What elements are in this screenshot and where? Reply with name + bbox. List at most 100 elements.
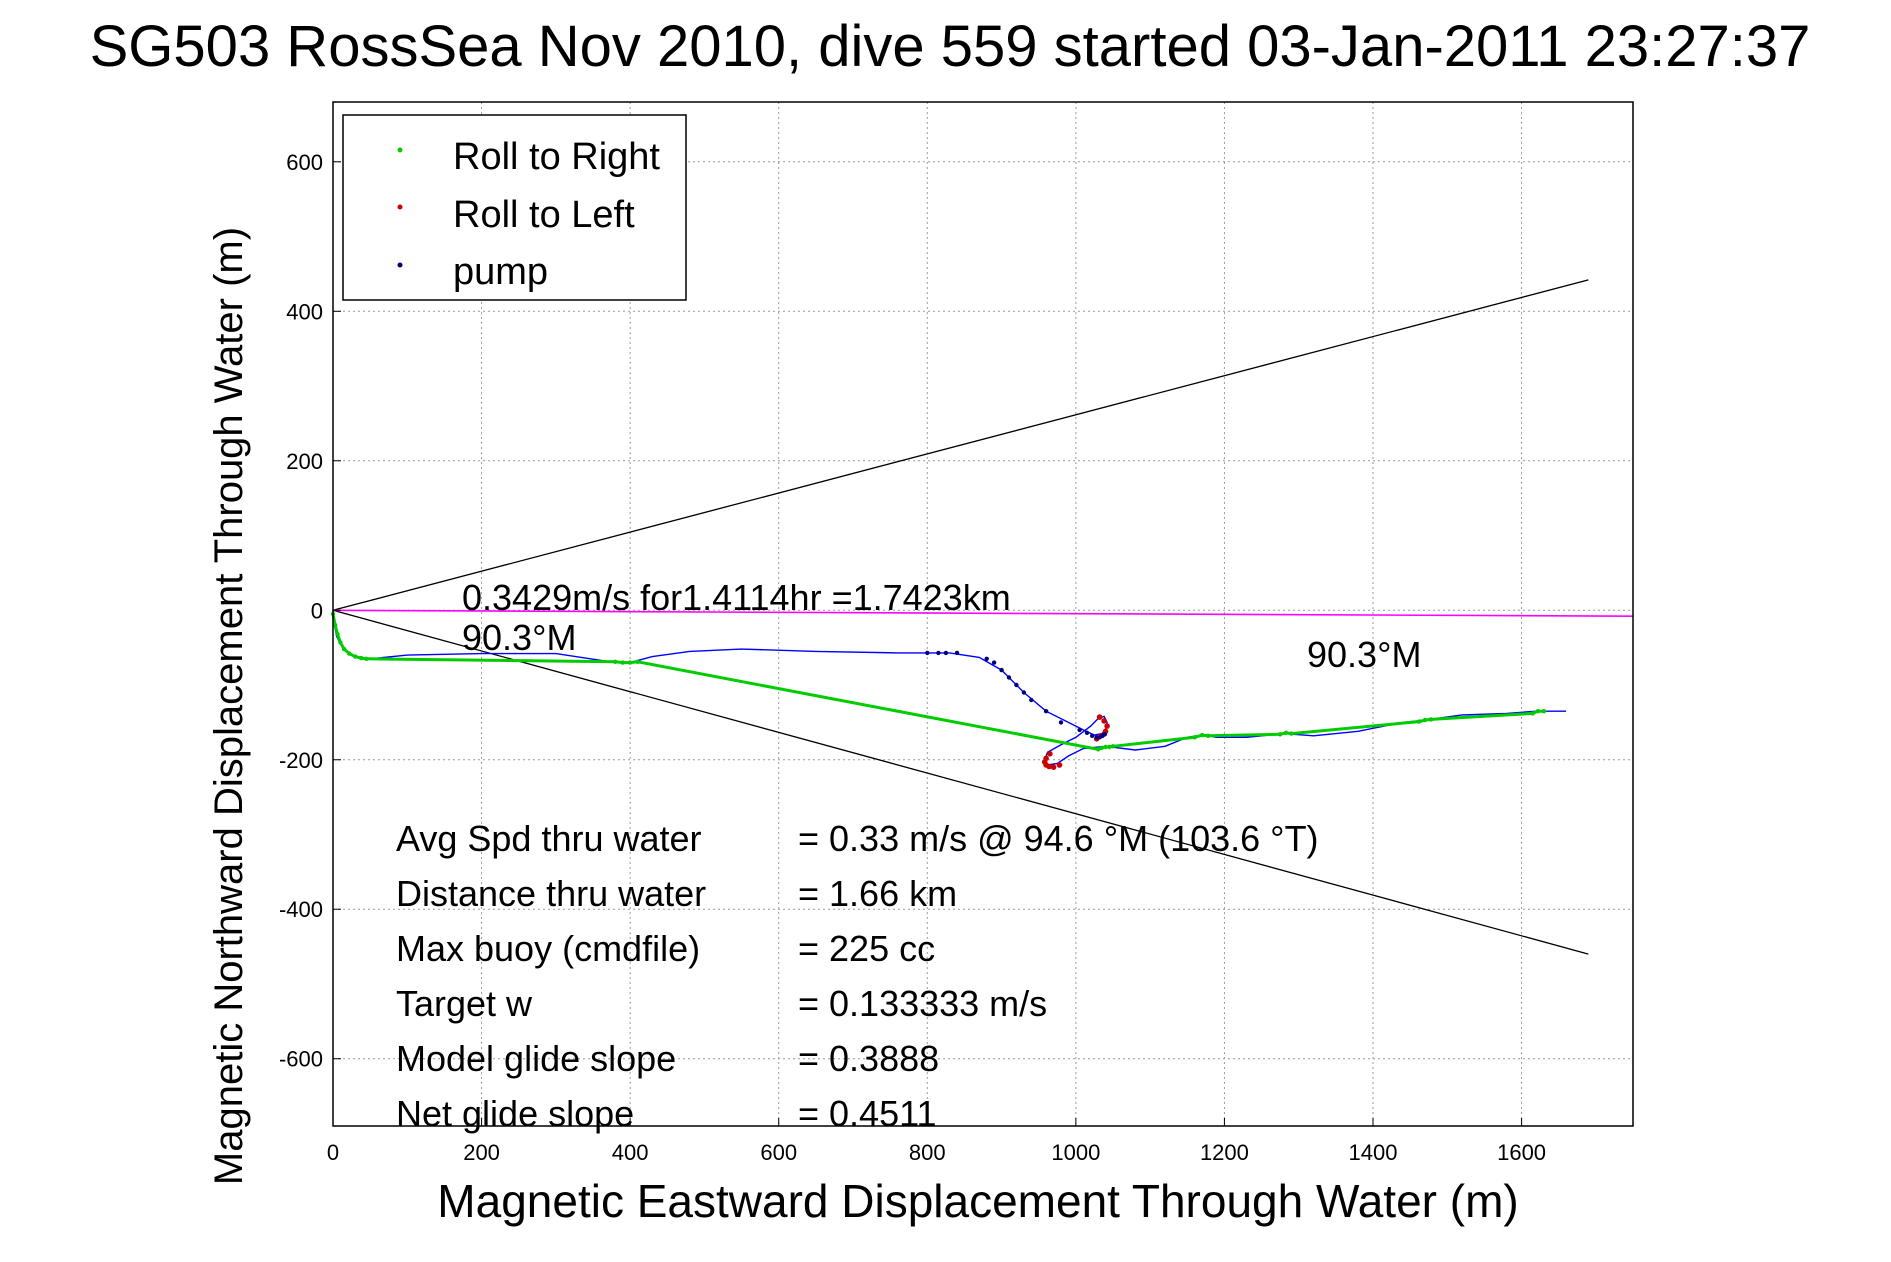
series-roll-to-right-point: [635, 659, 640, 664]
legend-marker-roll-right: [397, 147, 403, 153]
series-roll-to-right-point: [1192, 735, 1197, 740]
legend-marker-roll-left: [397, 204, 403, 210]
series-roll-to-right-point: [1283, 730, 1289, 735]
x-tick-label: 400: [612, 1140, 649, 1165]
series-pump-point: [1029, 697, 1034, 703]
series-roll-to-right-point: [353, 654, 358, 659]
stat-value: = 0.3888: [798, 1038, 939, 1079]
series-pump-point: [1102, 732, 1108, 737]
series-roll-to-right-point: [1099, 745, 1105, 750]
series-roll-to-left-point: [1096, 714, 1103, 720]
y-tick-label: -400: [279, 897, 323, 922]
series-roll-to-left-point: [1101, 718, 1107, 724]
x-tick-label: 1600: [1497, 1140, 1546, 1165]
series-roll-to-right-point: [627, 660, 633, 665]
stat-label: Max buoy (cmdfile): [396, 928, 700, 969]
series-roll-to-right-point: [335, 632, 340, 637]
plot-frame: [332, 101, 1634, 1127]
series-roll-to-left-point: [1047, 751, 1053, 757]
legend-label-roll-left: Roll to Left: [453, 194, 635, 236]
y-axis-label: Magnetic Northward Displacement Through …: [207, 227, 251, 1185]
series-pump-point: [1077, 727, 1082, 733]
series-roll-to-right-point: [347, 651, 352, 656]
stat-label: Model glide slope: [396, 1038, 676, 1079]
heading-right-annotation: 90.3°M: [1307, 634, 1421, 675]
series-roll-to-right-point: [359, 655, 364, 661]
series-pump-point: [1090, 733, 1095, 738]
series-roll-to-right-point: [1289, 731, 1294, 736]
series-roll-to-right-point: [1107, 744, 1112, 750]
series-roll-to-left-point: [1046, 763, 1052, 770]
series-current-line: [332, 609, 1634, 618]
series-pump-point: [1043, 709, 1049, 714]
x-tick-label: 200: [463, 1140, 500, 1165]
legend-label-pump: pump: [453, 251, 548, 293]
y-tick-label: 0: [311, 598, 323, 623]
series-roll-to-right-point: [1199, 732, 1205, 738]
series-roll-to-right-point: [1428, 717, 1434, 722]
y-tick-label: 400: [286, 299, 323, 324]
series-roll-to-right-point: [333, 623, 338, 628]
series-pump-point: [1084, 730, 1090, 735]
series-roll-to-right-point: [1205, 733, 1211, 738]
x-tick-label: 600: [760, 1140, 797, 1165]
series-pump-point: [1014, 682, 1019, 688]
series-roll-to-right-point: [1416, 719, 1422, 724]
heading-left-annotation: 90.3°M: [462, 617, 576, 658]
series-pump-point: [1021, 690, 1027, 695]
series-roll-to-right-point: [1541, 709, 1547, 714]
series-roll-to-right-point: [1530, 711, 1535, 716]
series-roll-to-right-point: [341, 646, 347, 652]
stat-label: Distance thru water: [396, 873, 706, 914]
series-roll-to-left-point: [1050, 764, 1057, 770]
series-pump-point: [925, 650, 930, 656]
series-pump-point: [936, 650, 941, 656]
x-tick-label: 800: [909, 1140, 946, 1165]
x-tick-label: 0: [327, 1140, 339, 1165]
series-roll-to-right-point: [1103, 744, 1108, 750]
legend: Roll to Right Roll to Left pump: [342, 114, 687, 301]
legend-marker-pump: [397, 262, 403, 268]
current-annotation: 0.3429m/s for1.4114hr =1.7423km: [462, 577, 1011, 618]
series-cone-lower-line: [332, 609, 1589, 955]
x-axis-label: Magnetic Eastward Displacement Through W…: [437, 1175, 1518, 1227]
stat-value: = 1.66 km: [798, 873, 957, 914]
series-roll-to-right-point: [1110, 744, 1116, 749]
stat-value: = 0.4511: [798, 1093, 936, 1134]
stat-value: = 0.133333 m/s: [798, 983, 1047, 1024]
series-roll-to-right-point: [364, 656, 369, 661]
series-pump-point: [991, 660, 997, 665]
series-roll-to-right-point: [1095, 747, 1101, 752]
series-pump-point: [984, 656, 989, 661]
stat-value: = 225 cc: [798, 928, 935, 969]
x-tick-label: 1400: [1349, 1140, 1398, 1165]
series-pump-point: [943, 650, 949, 656]
series-roll-to-right-point: [620, 660, 625, 665]
x-tick-label: 1000: [1051, 1140, 1100, 1165]
series-cone-upper-line: [332, 279, 1589, 611]
y-tick-label: -200: [279, 748, 323, 773]
stat-label: Target w: [396, 983, 533, 1024]
series-roll-to-left-point: [1056, 762, 1063, 768]
series-roll-to-right-point: [338, 640, 343, 645]
series-roll-to-right-point: [1535, 709, 1541, 714]
chart-title: SG503 RossSea Nov 2010, dive 559 started…: [90, 14, 1811, 79]
series-roll-to-right-point: [1422, 717, 1428, 723]
y-tick-label: 200: [286, 449, 323, 474]
series-roll-to-left-point: [1104, 723, 1110, 729]
y-tick-label: -600: [279, 1047, 323, 1072]
series-roll-to-right-point: [1277, 732, 1283, 737]
x-tick-label: 1200: [1200, 1140, 1249, 1165]
series-roll-to-right-point: [613, 659, 618, 664]
legend-label-roll-right: Roll to Right: [453, 136, 660, 178]
stats-block: Avg Spd thru water = 0.33 m/s @ 94.6 °M …: [396, 818, 1319, 1134]
ticks-layer: 0 200 400 600 800 1000 1200 1400 1600 -600 -400 -20…: [279, 150, 1546, 1165]
series-layer: [330, 279, 1634, 955]
series-pump-point: [954, 650, 960, 656]
series-pump-point: [999, 667, 1004, 673]
stat-value: = 0.33 m/s @ 94.6 °M (103.6 °T): [798, 818, 1319, 859]
series-pump-point: [1058, 720, 1064, 725]
stat-label: Avg Spd thru water: [396, 818, 702, 859]
y-tick-label: 600: [286, 150, 323, 175]
